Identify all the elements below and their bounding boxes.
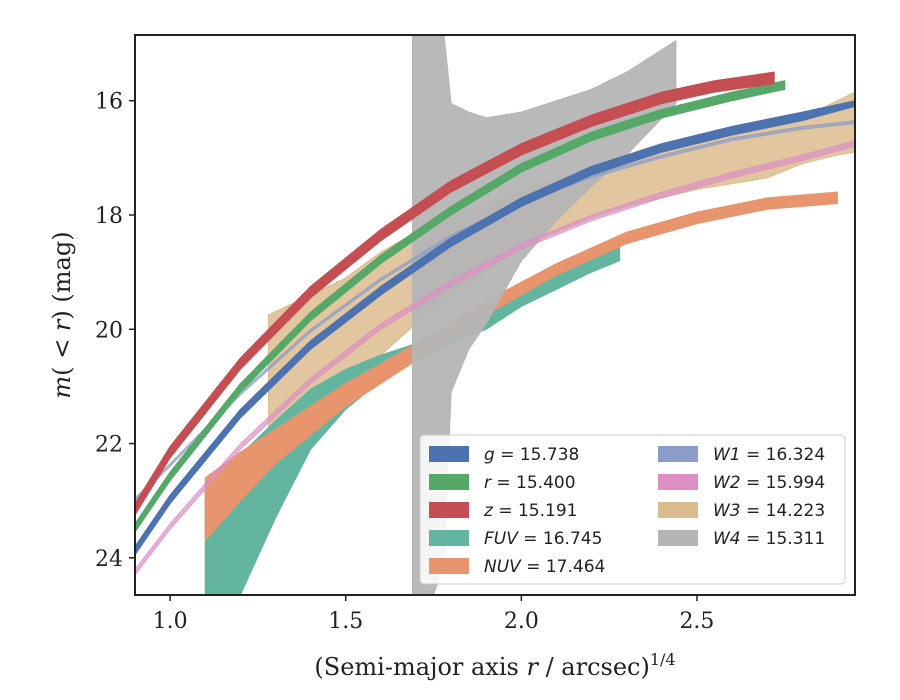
legend-swatch-w2: [658, 474, 698, 490]
series-g-band: [135, 100, 855, 556]
legend-swatch-z: [429, 502, 469, 518]
legend-label-fuv: FUV = 16.745: [484, 529, 602, 549]
legend-swatch-g: [429, 446, 469, 462]
legend-swatch-nuv: [429, 558, 469, 574]
series-z-band: [135, 71, 775, 516]
legend-label-w4: W4 = 15.311: [713, 529, 825, 549]
x-axis-label: (Semi-major axis r / arcsec)1/4: [314, 650, 675, 681]
x-axis: 1.0 1.5 2.0 2.5: [153, 595, 714, 634]
y-tick-label: 22: [95, 433, 123, 458]
legend-swatch-w3: [658, 502, 698, 518]
legend-box: [419, 434, 846, 585]
legend-swatch-w4: [658, 530, 698, 546]
x-tick-label: 2.5: [679, 609, 714, 634]
y-tick-label: 16: [95, 90, 123, 115]
y-tick-label: 18: [95, 204, 123, 229]
plot-frame: [134, 34, 856, 596]
legend-label-w1: W1 = 16.324: [713, 445, 825, 465]
y-axis-label: m( < r) (mag): [48, 231, 76, 398]
legend-label-w3: W3 = 14.223: [713, 501, 825, 521]
legend: g = 15.738 r = 15.400 z = 15.191 FUV = 16.7…: [419, 434, 846, 585]
x-tick-label: 2.0: [504, 609, 539, 634]
legend-swatch-w1: [658, 446, 698, 462]
legend-label-nuv: NUV = 17.464: [484, 557, 605, 577]
series-w2-band: [135, 140, 855, 576]
series-w1-band: [135, 120, 855, 502]
plot-area: [135, 35, 855, 595]
y-tick-label: 20: [95, 318, 123, 343]
legend-label-z: z = 15.191: [483, 501, 577, 521]
series-r-band: [135, 80, 786, 533]
legend-swatch-fuv: [429, 530, 469, 546]
legend-label-w2: W2 = 15.994: [713, 473, 825, 493]
legend-label-r: r = 15.400: [484, 473, 576, 493]
y-tick-label: 24: [95, 547, 123, 572]
series-nuv-band: [204, 191, 838, 543]
y-axis: 16 18 20 22 24: [95, 90, 135, 572]
legend-label-g: g = 15.738: [484, 445, 579, 465]
legend-swatch-r: [429, 474, 469, 490]
x-tick-label: 1.5: [328, 609, 363, 634]
x-tick-label: 1.0: [153, 609, 188, 634]
